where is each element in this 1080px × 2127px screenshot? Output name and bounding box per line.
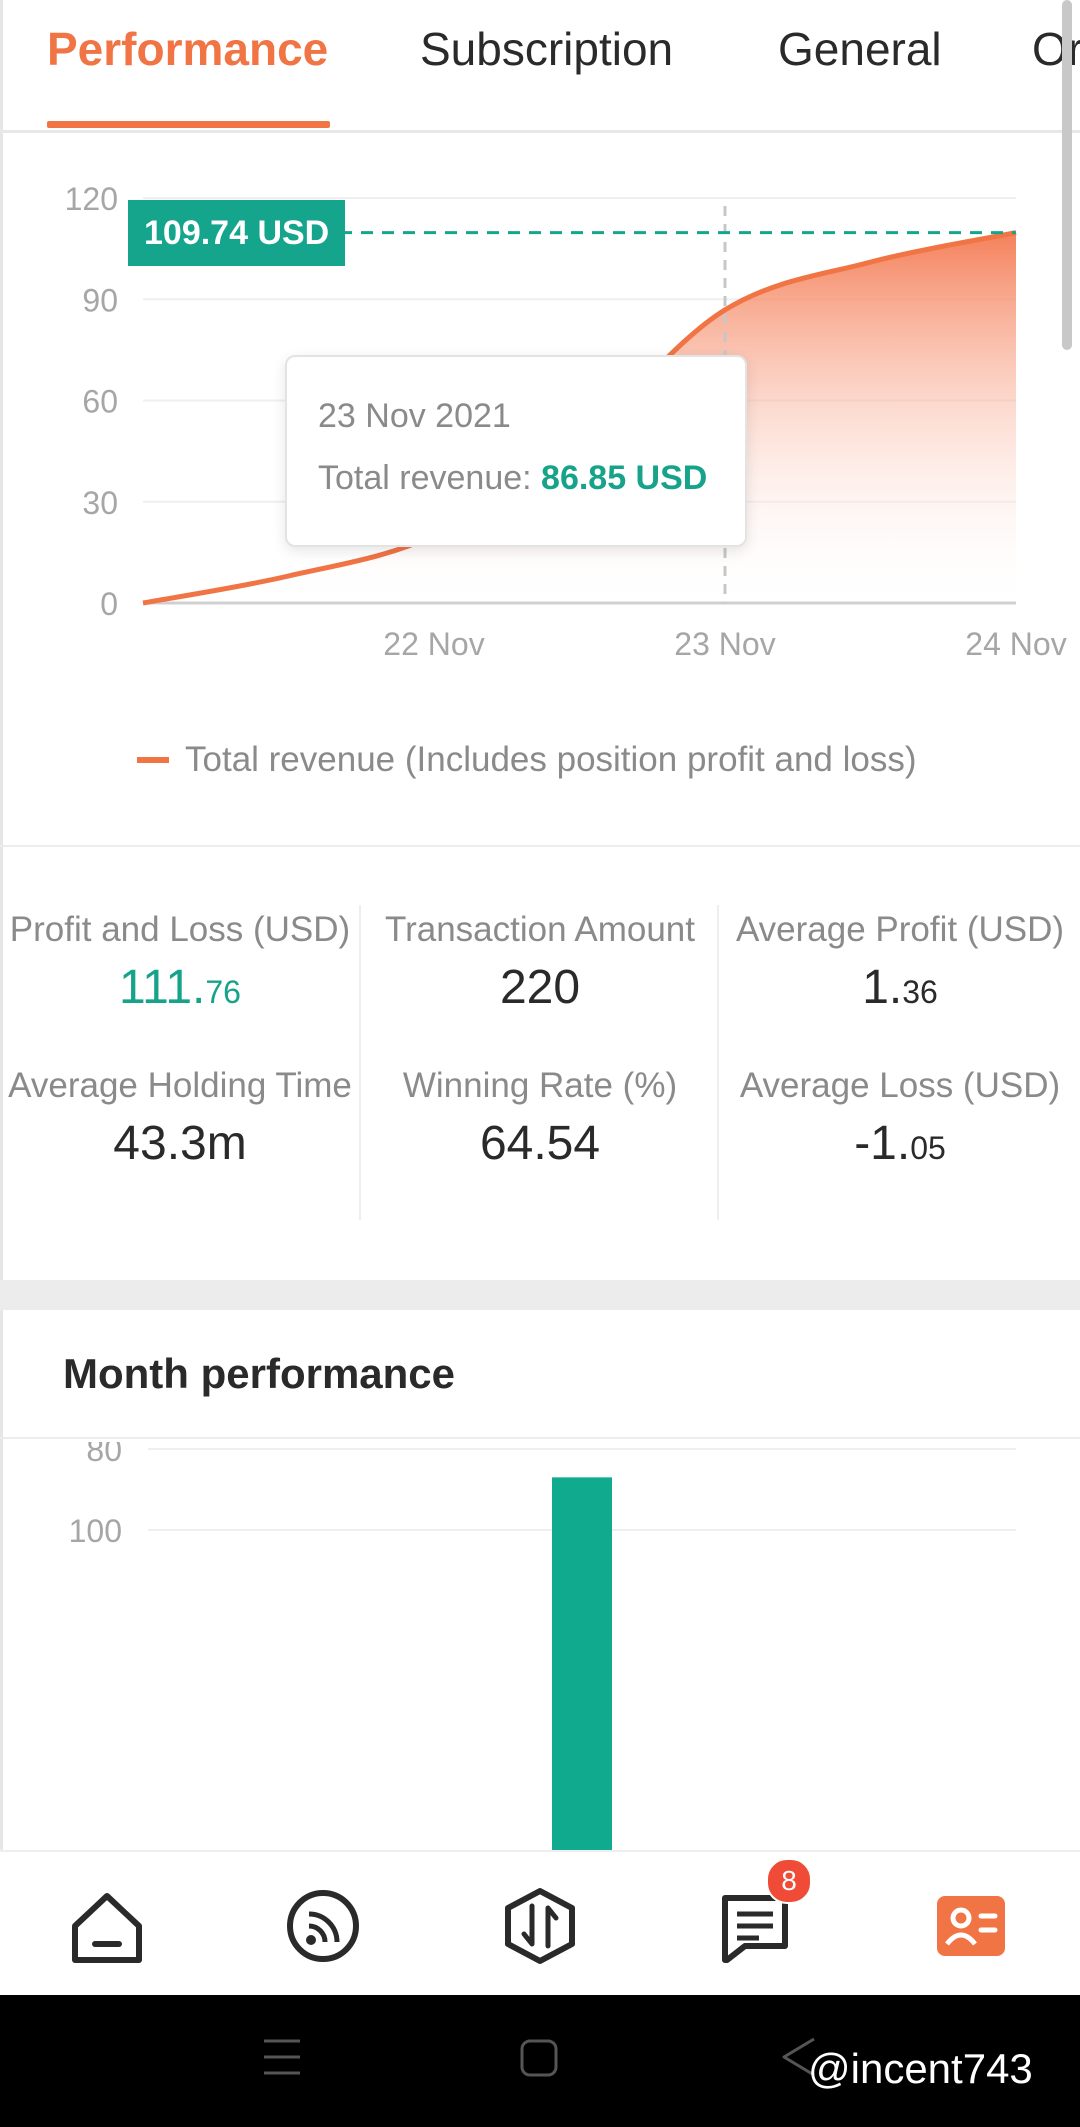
stat-label: Average Loss (USD): [739, 1066, 1061, 1105]
stat-label: Average Holding Time: [8, 1066, 352, 1105]
page-left-border: [0, 0, 3, 1850]
tab-general[interactable]: General: [778, 23, 942, 75]
y-tick-label: 120: [65, 181, 118, 217]
bar: [552, 1477, 612, 1850]
stat-label: Transaction Amount: [385, 910, 695, 949]
stat-value-main: 43.3m: [113, 1117, 247, 1170]
tooltip-value: 86.85 USD: [541, 459, 708, 497]
section-gap: [0, 1280, 1080, 1310]
menu-icon[interactable]: [262, 2035, 302, 2079]
back-icon[interactable]: [780, 2035, 816, 2079]
stat-cell: Average Holding Time 43.3m: [0, 1066, 360, 1171]
stat-value-main: 1.: [862, 961, 903, 1014]
profile-card-icon[interactable]: [931, 1886, 1011, 1966]
trade-icon[interactable]: [500, 1886, 580, 1966]
y-tick-label: 80: [86, 1442, 122, 1468]
y-tick-label: 30: [82, 485, 118, 521]
divider: [0, 1437, 1080, 1439]
stat-label: Profit and Loss (USD): [9, 910, 351, 949]
y-tick-label: 90: [82, 282, 118, 318]
stat-value-main: 111.: [119, 961, 206, 1014]
stat-value-main: 220: [499, 961, 581, 1014]
divider: [0, 845, 1080, 847]
tooltip-date: 23 Nov 2021: [318, 397, 511, 435]
stat-value-main: -1.: [854, 1117, 911, 1170]
legend-label: Total revenue (Includes position profit …: [185, 740, 917, 779]
tab-performance[interactable]: Performance: [47, 23, 329, 75]
stat-cell: Profit and Loss (USD) 111.76: [0, 910, 360, 1015]
tooltip-line: Total revenue: 86.85 USD: [318, 459, 707, 498]
current-value-badge: 109.74 USD: [128, 200, 346, 266]
tooltip-label: Total revenue:: [318, 459, 542, 497]
tab-subscription[interactable]: Subscription: [420, 23, 674, 75]
watermark-text: @incent743: [808, 2045, 1033, 2092]
stat-value: 1.36: [720, 960, 1080, 1015]
column-separator: [359, 905, 361, 1220]
feed-icon[interactable]: [283, 1886, 363, 1966]
x-tick-label: 22 Nov: [383, 626, 484, 662]
stat-label: Winning Rate (%): [402, 1066, 678, 1105]
stat-value-decimals: 76: [205, 974, 241, 1010]
x-tick-label: 24 Nov: [965, 626, 1066, 662]
stat-value: 43.3m: [0, 1116, 360, 1171]
bottom-navigation: [0, 1850, 1080, 1997]
y-tick-label: 100: [69, 1513, 122, 1549]
y-tick-label: 60: [82, 384, 118, 420]
stat-value: 220: [360, 960, 720, 1015]
stat-value: -1.05: [720, 1116, 1080, 1171]
home-square-icon[interactable]: [520, 2039, 558, 2077]
area-fill: [143, 232, 1016, 603]
messages-badge: 8: [766, 1858, 812, 1904]
chart-legend[interactable]: Total revenue (Includes position profit …: [137, 740, 917, 780]
y-tick-label: 0: [100, 586, 118, 622]
stat-cell: Transaction Amount 220: [360, 910, 720, 1015]
chart-tooltip: 23 Nov 2021 Total revenue: 86.85 USD: [285, 355, 747, 547]
stat-cell: Average Loss (USD) -1.05: [720, 1066, 1080, 1171]
stat-cell: Winning Rate (%) 64.54: [360, 1066, 720, 1171]
column-separator: [717, 905, 719, 1220]
stat-value: 64.54: [360, 1116, 720, 1171]
stat-label: Average Profit (USD): [735, 910, 1065, 949]
month-performance-bar-chart[interactable]: 10080604020: [0, 1442, 1080, 1850]
tab-overflow[interactable]: Or: [1032, 23, 1080, 75]
tab-bar: Performance Subscription General Or: [0, 0, 1080, 133]
system-navigation-bar: [0, 1995, 1080, 2127]
stat-value-decimals: 36: [902, 974, 938, 1010]
stat-cell: Average Profit (USD) 1.36: [720, 910, 1080, 1015]
active-tab-indicator: [47, 121, 330, 128]
stat-value-decimals: 05: [910, 1130, 946, 1166]
scrollbar[interactable]: [1062, 0, 1072, 350]
section-title: Month performance: [63, 1350, 456, 1397]
x-tick-label: 23 Nov: [674, 626, 775, 662]
stat-value-main: 64.54: [479, 1117, 601, 1170]
home-icon[interactable]: [67, 1886, 147, 1966]
stat-value: 111.76: [0, 960, 360, 1015]
legend-swatch: [137, 757, 169, 763]
